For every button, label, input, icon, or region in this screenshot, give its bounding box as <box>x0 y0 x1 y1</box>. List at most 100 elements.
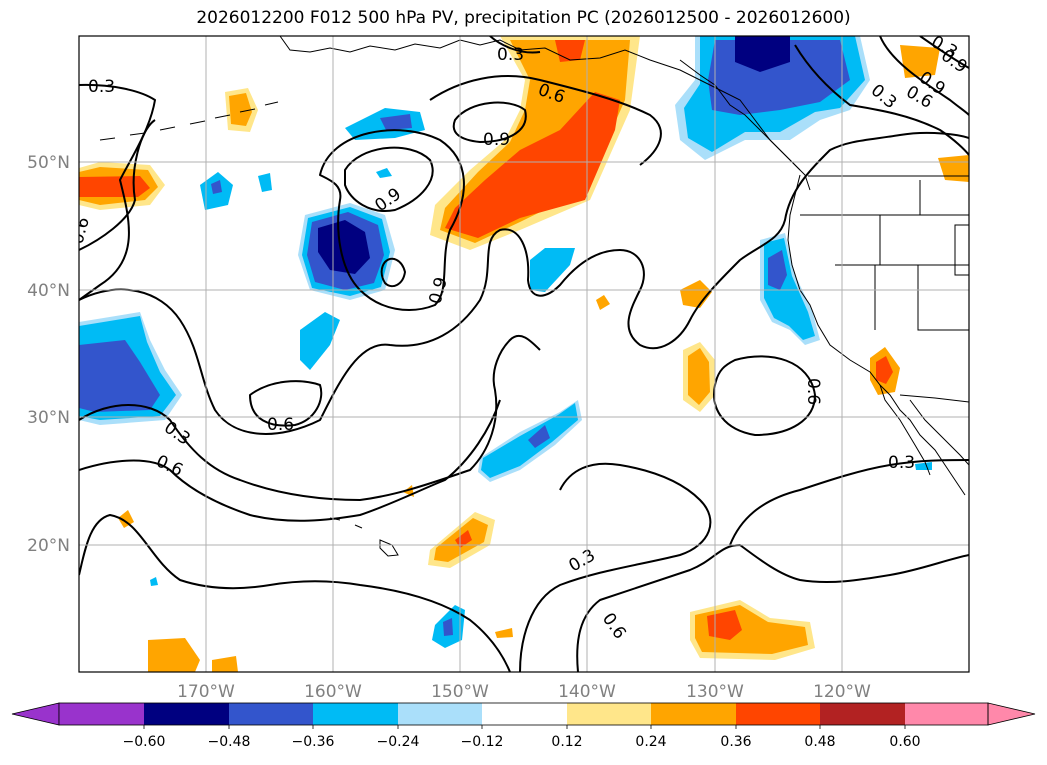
contour-label: 0.3 <box>497 45 524 65</box>
lon-label: 140°W <box>558 682 616 702</box>
colorbar-segment <box>144 703 229 725</box>
pv-contour-0.3-east <box>519 462 712 672</box>
pv-contour-0.3-mid <box>79 334 541 501</box>
colorbar-tick-label: 0.36 <box>720 734 751 750</box>
gulf-california <box>909 399 969 466</box>
pv-contour-ne-0.3 <box>794 44 969 156</box>
shade-40n-135w <box>680 280 712 308</box>
shade-42n-145w <box>530 248 575 292</box>
colorbar-tick-label: −0.12 <box>461 734 504 750</box>
bc-coast <box>679 59 811 191</box>
pv-contour-0.6-west <box>79 119 156 251</box>
colorbar-frame <box>58 702 989 726</box>
shade-low-center-navy <box>318 220 370 274</box>
baja-peninsula <box>879 384 931 476</box>
colorbar-segment <box>905 703 988 725</box>
shade-ne-corner-orange <box>900 45 940 78</box>
colorbar-ticks <box>143 725 906 729</box>
colorbar-tick-label: 0.24 <box>635 734 666 750</box>
gridlines <box>79 36 969 672</box>
colorbar-extend-high <box>987 702 1036 726</box>
alaska-coast <box>279 36 801 171</box>
colorbar-tick-label: 0.12 <box>551 734 582 750</box>
colorbar-tick-label: 0.60 <box>889 734 920 750</box>
pv-closed-0.6-east <box>713 355 816 436</box>
lon-label: 170°W <box>177 682 235 702</box>
lon-label: 120°W <box>813 682 871 702</box>
contour-label: 0.6 <box>803 378 823 405</box>
pv-contour-0.6-lower <box>79 399 501 522</box>
colorbar-segment <box>736 703 820 725</box>
shade-20n-150w-red <box>455 530 472 548</box>
shade-48n-167w-blue <box>211 180 222 194</box>
shade-14n-150w-blue <box>443 618 453 636</box>
colorbar-segment <box>313 703 398 725</box>
precip-shading-negative <box>79 36 932 648</box>
map-frame <box>78 35 970 673</box>
contour-label: 0.9 <box>483 130 510 150</box>
shade-socal-red <box>876 356 893 384</box>
state-borders <box>800 180 969 331</box>
shade-22n-171w <box>118 510 134 528</box>
lat-label: 30°N <box>27 408 70 428</box>
colorbar-segment <box>651 703 736 725</box>
colorbar-extend-low <box>11 702 60 726</box>
aleutian-chain <box>99 101 279 141</box>
shade-w-pacific-50n-red <box>79 176 150 197</box>
colorbar-tick-label: 0.48 <box>804 734 835 750</box>
pv-contour-0.3-west <box>79 83 156 301</box>
colorbar-segment <box>229 703 313 725</box>
pv-closed-0.9-ring <box>319 129 465 311</box>
lon-label: 160°W <box>304 682 362 702</box>
shade-california-blue <box>768 250 787 290</box>
colorbar-tick-label: −0.36 <box>292 734 335 750</box>
shade-49n-164w <box>258 173 272 192</box>
pv-contour-0.3-north <box>489 36 541 54</box>
map-panel: 0.3 0.3 0.6 0.9 0.9 0.9 0.6 0.3 0.6 0.6 … <box>79 36 969 672</box>
pv-closed-0.9-inner <box>344 146 434 212</box>
contour-label: 0.6 <box>267 415 294 435</box>
colorbar-tick-label: −0.24 <box>377 734 420 750</box>
lat-label: 20°N <box>27 536 70 556</box>
shade-sw-corner <box>148 638 200 672</box>
contour-label: 0.3 <box>888 453 915 473</box>
shade-aleutian-orange-2 <box>229 93 252 126</box>
pv-closed-0.9-small <box>380 257 406 288</box>
pv-contours <box>79 36 969 672</box>
pv-contour-ne-0.6 <box>879 36 969 116</box>
contour-label: 0.3 <box>88 77 115 97</box>
shade-50n-155w-blue <box>380 114 412 130</box>
colorbar-segment <box>482 703 567 725</box>
lon-label: 150°W <box>431 682 489 702</box>
lat-axis: 50°N 40°N 30°N 20°N <box>27 153 70 556</box>
us-mexico-border <box>899 394 969 403</box>
pv-closed-0.6-west <box>249 380 323 427</box>
shade-38n-165w <box>300 312 340 370</box>
shade-n-pacific-red <box>445 92 620 238</box>
colorbar-segment <box>567 703 651 725</box>
pv-contour-0.3-se <box>729 459 969 546</box>
shade-33n-133w-2 <box>688 348 710 405</box>
colorbar-tick-label: −0.60 <box>123 734 166 750</box>
shade-48n-155w-small <box>376 168 392 178</box>
pv-contour-ne-0.9 <box>919 36 969 69</box>
colorbar-tick-label: −0.48 <box>208 734 251 750</box>
colorbar-segment <box>398 703 482 725</box>
chart-title: 2026012200 F012 500 hPa PV, precipitatio… <box>196 8 851 28</box>
pv-contour-0.3-south <box>79 514 511 672</box>
lat-label: 50°N <box>27 153 70 173</box>
shade-sw-corner-2 <box>212 656 238 672</box>
us-west-coast <box>787 174 966 496</box>
shade-12n-146w <box>495 628 513 638</box>
shade-40n-142w <box>596 295 610 310</box>
shade-12n-130w-red <box>707 610 742 640</box>
lat-label: 40°N <box>27 281 70 301</box>
pv-contour-0.6-north <box>429 75 662 166</box>
shade-16n-170w <box>150 577 158 586</box>
coastlines <box>99 36 969 557</box>
shade-27n-145w-blue <box>528 425 550 448</box>
shade-gulf-alaska-navy <box>735 36 790 72</box>
colorbar-segment <box>820 703 905 725</box>
pv-contour-wave-big <box>79 131 969 435</box>
